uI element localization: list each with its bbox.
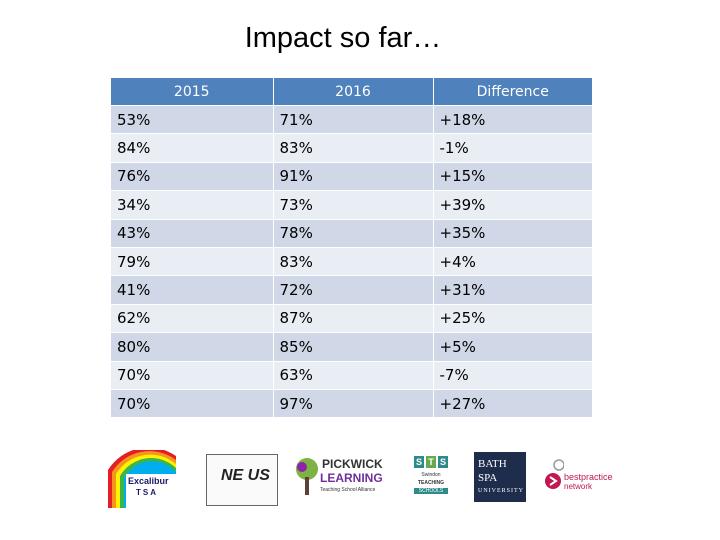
slide-title: Impact so far… bbox=[244, 22, 442, 54]
table-row: 70% 97% +27% bbox=[111, 388, 592, 418]
cell-difference: +25% bbox=[433, 303, 592, 333]
bath-spa-logo: BATH SPA UNIVERSITY bbox=[474, 452, 526, 502]
cell-2015: 43% bbox=[111, 218, 274, 248]
table-row: 62% 87% +25% bbox=[111, 303, 592, 333]
cell-2016: 63% bbox=[273, 360, 434, 390]
table-row: 79% 83% +4% bbox=[111, 246, 592, 276]
cell-difference: +18% bbox=[433, 104, 592, 134]
table-row: 34% 73% +39% bbox=[111, 190, 592, 220]
table-row: 84% 83% -1% bbox=[111, 133, 592, 163]
excalibur-text: Excalibur bbox=[128, 476, 169, 486]
table-row: 43% 78% +35% bbox=[111, 218, 592, 248]
pickwick-logo: PICKWICK LEARNING Teaching School Allian… bbox=[294, 453, 389, 503]
cell-2016: 87% bbox=[273, 303, 434, 333]
nexus-logo: NE US bbox=[206, 454, 278, 506]
bath-line3: UNIVERSITY bbox=[478, 488, 524, 494]
cell-2015: 76% bbox=[111, 161, 274, 191]
cell-2015: 70% bbox=[111, 388, 274, 418]
cell-difference: -1% bbox=[433, 133, 592, 163]
sts-logo: S T S Swindon TEACHING SCHOOLS bbox=[414, 456, 448, 502]
cell-2015: 62% bbox=[111, 303, 274, 333]
bestpractice-line1: bestpractice bbox=[564, 472, 613, 482]
cell-2016: 83% bbox=[273, 133, 434, 163]
cell-2015: 34% bbox=[111, 190, 274, 220]
cell-2015: 84% bbox=[111, 133, 274, 163]
cell-2015: 53% bbox=[111, 104, 274, 134]
sts-letter-2: T bbox=[426, 456, 436, 468]
bestpractice-line2: network bbox=[564, 482, 593, 491]
cell-2015: 41% bbox=[111, 275, 274, 305]
excalibur-tsa: TSA bbox=[136, 488, 158, 497]
cell-2016: 91% bbox=[273, 161, 434, 191]
cell-2016: 73% bbox=[273, 190, 434, 220]
pickwick-line3: Teaching School Alliance bbox=[320, 487, 376, 493]
header-2016: 2016 bbox=[273, 78, 434, 106]
sts-line3: SCHOOLS bbox=[414, 488, 448, 494]
cell-difference: +4% bbox=[433, 246, 592, 276]
cell-difference: +5% bbox=[433, 332, 592, 362]
bath-line1: BATH bbox=[478, 458, 507, 470]
bath-line2: SPA bbox=[478, 472, 498, 484]
table-row: 76% 91% +15% bbox=[111, 161, 592, 191]
cell-2015: 70% bbox=[111, 360, 274, 390]
header-difference: Difference bbox=[433, 78, 592, 106]
cell-difference: +39% bbox=[433, 190, 592, 220]
sts-line1: Swindon bbox=[421, 472, 441, 478]
cell-2016: 78% bbox=[273, 218, 434, 248]
cell-2016: 85% bbox=[273, 332, 434, 362]
sts-letter-3: S bbox=[438, 456, 448, 468]
nexus-text: NE US bbox=[221, 467, 270, 484]
cell-2016: 71% bbox=[273, 104, 434, 134]
cell-2016: 72% bbox=[273, 275, 434, 305]
partner-logos: Excalibur TSA NE US PICKWICK LEARNING Te… bbox=[108, 448, 628, 508]
cell-difference: +15% bbox=[433, 161, 592, 191]
table-row: 80% 85% +5% bbox=[111, 332, 592, 362]
table-header-row: 2015 2016 Difference bbox=[111, 78, 592, 106]
table-row: 70% 63% -7% bbox=[111, 360, 592, 390]
table-row: 53% 71% +18% bbox=[111, 104, 592, 134]
impact-table: 2015 2016 Difference 53% 71% +18% 84% 83% -1%… bbox=[111, 78, 592, 418]
cell-difference: -7% bbox=[433, 360, 592, 390]
header-2015: 2015 bbox=[111, 78, 274, 106]
cell-difference: +27% bbox=[433, 388, 592, 418]
cell-2015: 80% bbox=[111, 332, 274, 362]
cell-2015: 79% bbox=[111, 246, 274, 276]
cell-2016: 83% bbox=[273, 246, 434, 276]
cell-2016: 97% bbox=[273, 388, 434, 418]
cell-difference: +31% bbox=[433, 275, 592, 305]
sts-line2: TEACHING bbox=[417, 480, 445, 486]
pickwick-line2: LEARNING bbox=[320, 471, 383, 485]
sts-letter-1: S bbox=[414, 456, 424, 468]
pickwick-line1: PICKWICK bbox=[322, 457, 383, 471]
excalibur-logo: Excalibur TSA bbox=[108, 450, 176, 508]
cell-difference: +35% bbox=[433, 218, 592, 248]
table-row: 41% 72% +31% bbox=[111, 275, 592, 305]
bestpractice-logo: bestpractice network bbox=[544, 458, 628, 502]
